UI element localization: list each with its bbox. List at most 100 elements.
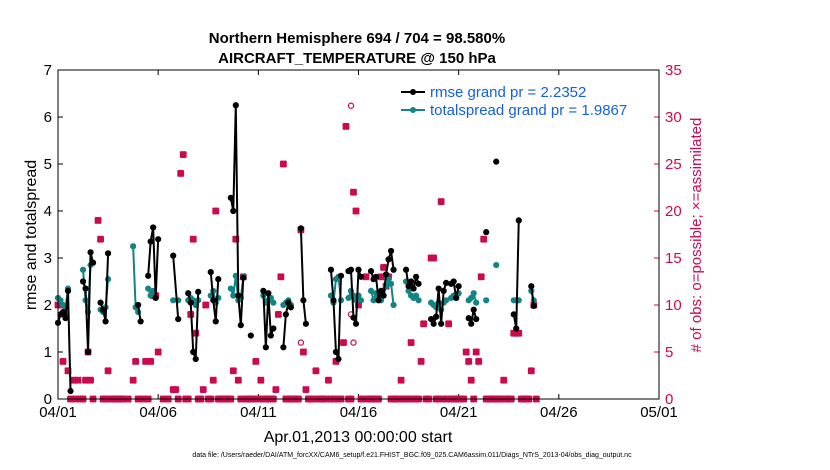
rmse-point (59, 308, 67, 316)
right-y-tick-label: 0 (665, 391, 673, 408)
rmse-point (297, 225, 305, 232)
rmse-point (170, 252, 177, 259)
rmse-point (530, 302, 537, 310)
rmse-point (355, 266, 362, 273)
legend-spread-marker (410, 107, 416, 113)
totalspread-point (493, 261, 500, 269)
obs-assimilated-marker (362, 273, 370, 281)
legend-spread-label: totalspread grand pr = 1.9867 (430, 102, 627, 119)
obs-assimilated-marker (189, 235, 197, 243)
rmse-point (62, 315, 69, 322)
rmse-point (267, 332, 274, 339)
obs-assimilated-marker (212, 207, 220, 215)
totalspread-point (415, 297, 422, 304)
right-y-tick-label: 20 (665, 203, 682, 220)
obs-assimilated-marker (397, 376, 405, 384)
obs-assimilated-marker (74, 376, 82, 384)
rmse-point (465, 315, 472, 322)
obs-assimilated-marker (146, 357, 155, 366)
rmse-point (335, 355, 342, 363)
totalspread-point (470, 290, 477, 297)
totalspread-point (412, 292, 420, 299)
y-tick-label: 3 (44, 250, 52, 267)
obs-assimilated-marker (229, 367, 237, 375)
y-tick-label: 4 (44, 203, 52, 220)
rmse-point (64, 287, 72, 294)
obs-assimilated-marker (352, 207, 360, 215)
totalspread-series (54, 243, 537, 316)
rmse-point (145, 272, 152, 279)
y-tick-label: 0 (44, 391, 52, 408)
rmse-point (285, 299, 292, 306)
totalspread-point (387, 280, 395, 287)
rmse-point (262, 344, 269, 351)
obs-assimilated-marker (324, 376, 333, 384)
obs-assimilated-marker (257, 376, 265, 384)
rmse-point (235, 292, 242, 299)
rmse-line (209, 272, 220, 323)
rmse-point (330, 297, 337, 304)
y-tick-label: 5 (44, 156, 52, 173)
totalspread-point (370, 297, 377, 304)
rmse-point (337, 272, 345, 279)
totalspread-point (270, 299, 277, 306)
obs-assimilated-marker (179, 150, 187, 159)
rmse-point (135, 301, 142, 309)
rmse-point (430, 320, 437, 327)
rmse-point (387, 247, 395, 255)
totalspread-point (443, 297, 450, 304)
totalspread-point (147, 292, 154, 299)
rmse-point (260, 287, 267, 294)
rmse-point (513, 325, 520, 332)
rmse-point (402, 266, 410, 273)
y-tick-label: 6 (44, 109, 52, 126)
rmse-point (84, 348, 92, 356)
obs-assimilated-marker (480, 235, 488, 243)
rmse-point (382, 271, 390, 278)
rmse-point (87, 249, 94, 256)
rmse-point (97, 299, 104, 306)
rmse-point (352, 320, 360, 327)
rmse-point (450, 278, 457, 285)
rmse-point (280, 344, 287, 351)
right-y-tick-label: 30 (665, 109, 682, 126)
rmse-point (385, 256, 392, 263)
x-axis-label: Apr.01,2013 00:00:00 start (264, 429, 453, 446)
rmse-point (483, 229, 490, 236)
obs-possible-marker (350, 339, 357, 346)
obs-assimilated-marker (202, 301, 210, 309)
rmse-point (453, 294, 460, 302)
totalspread-point (170, 297, 177, 304)
y-tick-label: 1 (44, 344, 52, 361)
y-tick-label: 7 (44, 62, 52, 79)
rmse-point (137, 318, 144, 325)
rmse-point (412, 273, 420, 280)
rmse-point (67, 387, 74, 395)
rmse-point (210, 297, 217, 304)
rmse-point (265, 290, 272, 297)
rmse-point (380, 292, 387, 299)
obs-assimilated-marker (419, 320, 428, 328)
y-tick-labels: 0 1 2 3 4 5 6 7 (44, 62, 52, 408)
totalspread-point (385, 276, 392, 283)
right-y-tick-label: 10 (665, 297, 682, 314)
rmse-point (428, 316, 435, 323)
obs-assimilated-marker (59, 357, 67, 366)
legend-rmse-label: rmse grand pr = 2.2352 (430, 84, 586, 101)
rmse-point (468, 320, 475, 327)
right-y-tick-labels: 0 5 10 15 20 25 30 35 (665, 62, 682, 408)
x-tick-label: 04/16 (340, 404, 378, 421)
rmse-point (247, 332, 254, 339)
rmse-point (407, 278, 415, 285)
rmse-point (377, 287, 385, 294)
rmse-point (433, 313, 440, 320)
obs-count-markers (54, 102, 541, 403)
chart-title-line2: AIRCRAFT_TEMPERATURE @ 150 hPa (218, 50, 496, 67)
rmse-point (230, 207, 237, 215)
rmse-point (347, 266, 355, 273)
rmse-point (232, 102, 239, 109)
obs-assimilated-marker (462, 348, 470, 356)
rmse-point (147, 238, 154, 245)
totalspread-point (230, 292, 237, 299)
rmse-point (302, 320, 310, 327)
